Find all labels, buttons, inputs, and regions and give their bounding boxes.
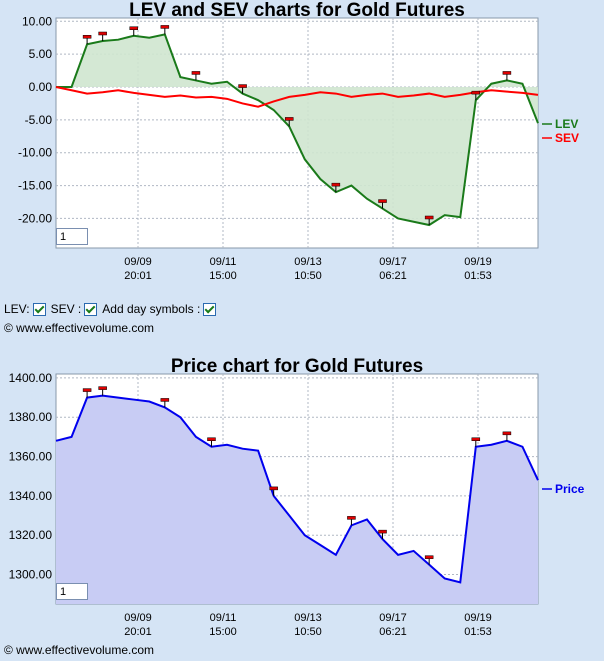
- x-tick-time: 01:53: [464, 626, 492, 638]
- y-tick-label: -5.00: [25, 113, 53, 127]
- series-area: [56, 34, 538, 225]
- lev-sev-chart: 09/09 20:01 09/11 15:00 09/13 10:50 09/17 06:21…: [18, 14, 579, 282]
- x-tick-date: 09/17: [379, 256, 407, 268]
- day-marker: [207, 437, 216, 441]
- day-marker: [284, 117, 294, 121]
- legend-label-price: Price: [555, 482, 585, 496]
- price-chart: 09/09 20:01 09/11 15:00 09/13 10:50 09/17 06:21…: [9, 371, 585, 638]
- x-tick-date: 09/19: [464, 612, 492, 624]
- day-marker: [471, 90, 481, 95]
- sev-checkbox[interactable]: [84, 302, 98, 316]
- x-tick-time: 10:50: [294, 626, 322, 638]
- x-tick-time: 01:53: [464, 270, 492, 282]
- lev-toggle-label: LEV:: [4, 302, 30, 316]
- copyright-top: © www.effectivevolume.com: [4, 321, 155, 335]
- y-tick-label: 1400.00: [9, 371, 53, 385]
- y-tick-label: 1360.00: [9, 450, 53, 464]
- day-marker: [471, 437, 481, 441]
- x-tick-date: 09/17: [379, 612, 407, 624]
- y-tick-label: -20.00: [18, 211, 52, 225]
- series-line-price: [55, 394, 539, 584]
- day-marker: [160, 25, 170, 29]
- legend-label-lev: LEV: [555, 117, 578, 131]
- x-tick-date: 09/11: [210, 612, 237, 624]
- zoom-input-1[interactable]: 1: [56, 228, 88, 245]
- price-chart-title: Price chart for Gold Futures: [170, 356, 424, 377]
- x-tick-time: 10:50: [294, 270, 322, 282]
- x-tick-date: 09/13: [294, 612, 322, 624]
- day-marker: [502, 431, 512, 436]
- y-tick-label: 1320.00: [9, 528, 53, 542]
- day-marker: [82, 388, 92, 392]
- day-marker: [347, 516, 356, 520]
- day-marker: [378, 199, 387, 203]
- y-tick-label: 1380.00: [9, 410, 53, 424]
- day-marker: [378, 529, 387, 534]
- x-tick-date: 09/09: [124, 612, 152, 624]
- lev-sev-chart-title: LEV and SEV charts for Gold Futures: [129, 0, 465, 21]
- x-tick-date: 09/19: [464, 256, 492, 268]
- day-marker: [424, 215, 434, 220]
- day-marker: [424, 555, 434, 559]
- day-marker: [160, 398, 170, 402]
- series-area: [56, 395, 538, 604]
- day-marker: [82, 35, 92, 39]
- sev-toggle-label: SEV :: [50, 302, 82, 316]
- series-line-lev: [56, 33, 539, 227]
- y-tick-label: 1340.00: [9, 489, 53, 503]
- day-marker: [129, 26, 138, 30]
- x-tick-date: 09/11: [210, 256, 237, 268]
- y-tick-label: -15.00: [18, 179, 52, 193]
- day-marker: [269, 486, 278, 491]
- day-marker: [98, 31, 107, 36]
- day-marker: [502, 71, 512, 75]
- day-symbols-label: Add day symbols :: [102, 302, 201, 316]
- y-tick-label: 1300.00: [9, 568, 53, 582]
- y-tick-label: -10.00: [18, 146, 52, 160]
- day-marker: [238, 84, 247, 88]
- x-tick-date: 09/09: [124, 256, 152, 268]
- y-tick-label: 0.00: [29, 80, 53, 94]
- copyright-bottom: © www.effectivevolume.com: [4, 643, 155, 657]
- day-marker: [331, 182, 341, 187]
- x-tick-time: 20:01: [124, 270, 152, 282]
- y-tick-label: 5.00: [29, 47, 53, 61]
- x-tick-time: 06:21: [379, 270, 407, 282]
- day-symbols-checkbox[interactable]: [203, 302, 217, 316]
- y-tick-label: 10.00: [22, 14, 52, 28]
- x-tick-time: 15:00: [209, 626, 237, 638]
- x-tick-time: 15:00: [209, 270, 237, 282]
- x-tick-time: 06:21: [379, 626, 407, 638]
- x-tick-time: 20:01: [124, 626, 152, 638]
- lev-checkbox[interactable]: [32, 302, 46, 316]
- series-line-sev: [55, 86, 539, 108]
- day-marker: [191, 71, 201, 75]
- x-tick-date: 09/13: [294, 256, 322, 268]
- zoom-input-2[interactable]: 1: [56, 583, 88, 600]
- chart-options: LEV: SEV : Add day symbols :: [4, 302, 218, 316]
- legend-label-sev: SEV: [555, 131, 579, 145]
- day-marker: [98, 386, 107, 390]
